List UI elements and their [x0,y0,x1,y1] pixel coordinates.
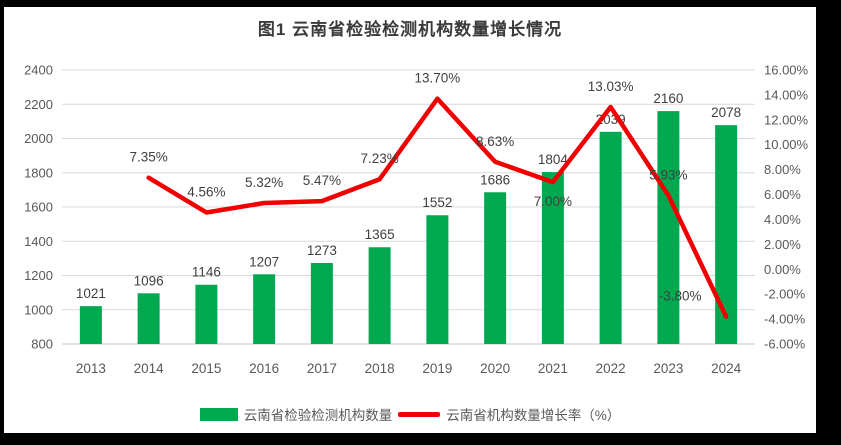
line-value-label: 4.56% [187,184,225,199]
bar-value-label: 1096 [134,273,164,288]
x-axis-tick: 2013 [76,361,106,376]
chart-legend: 云南省检验检测机构数量 云南省机构数量增长率（%） [4,404,816,424]
bar [195,284,218,344]
x-axis-tick: 2023 [653,361,683,376]
bar-value-label: 1552 [422,195,452,210]
line-value-label: 7.23% [360,151,398,166]
y-axis-left-tick: 1600 [24,200,53,215]
line-value-label: -3.80% [659,289,702,304]
legend-bar-label: 云南省检验检测机构数量 [243,408,393,423]
bar [79,306,102,344]
legend-bar-swatch-icon [199,407,238,421]
chart-title: 图1 云南省检验检测机构数量增长情况 [257,20,563,39]
y-axis-left-tick: 1400 [24,234,53,249]
bar-value-label: 1686 [480,172,510,187]
line-value-label: 5.93% [649,167,687,182]
line-value-label: 7.00% [534,194,572,209]
x-axis-tick: 2014 [134,361,165,376]
legend-line-swatch-icon [398,411,441,417]
bar-value-label: 2160 [653,91,683,106]
bar-value-label: 1021 [76,286,106,301]
x-axis-tick: 2020 [480,361,510,376]
x-axis-tick: 2017 [307,361,337,376]
bar [368,247,391,344]
line-value-label: 13.03% [588,79,634,94]
bar [426,215,449,344]
y-axis-right-tick: 12.00% [764,112,809,127]
bar [137,293,160,344]
y-axis-right-tick: 4.00% [764,212,801,227]
bar [310,262,333,344]
bar-value-label: 2078 [711,105,741,120]
bar-value-label: 1273 [307,243,337,258]
line-value-label: 13.70% [414,71,460,86]
y-axis-right-tick: -4.00% [764,312,806,327]
y-axis-left-tick: 2000 [24,131,53,146]
bar [715,125,738,344]
y-axis-right-tick: -2.00% [764,287,806,302]
bar [484,192,507,344]
y-axis-right-tick: 10.00% [764,137,809,152]
line-value-label: 8.63% [476,134,514,149]
legend-line-label: 云南省机构数量增长率（%） [446,408,621,423]
y-axis-left-tick: 2200 [24,97,53,112]
line-value-label: 5.47% [303,173,341,188]
y-axis-right-tick: 6.00% [764,187,801,202]
x-axis-tick: 2021 [538,361,568,376]
bar [253,274,276,344]
bar-value-label: 1146 [192,265,221,280]
y-axis-left-tick: 800 [31,337,53,352]
x-axis-tick: 2018 [365,361,395,376]
y-axis-left-tick: 2400 [24,63,53,78]
line-value-label: 7.35% [129,150,167,165]
x-axis-tick: 2016 [249,361,279,376]
bar [599,131,622,344]
x-axis-tick: 2024 [711,361,742,376]
line-value-label: 5.32% [245,175,283,190]
bar-value-label: 1804 [538,152,569,167]
bar-value-label: 1207 [249,254,279,269]
y-axis-left-tick: 1000 [24,302,53,317]
y-axis-right-tick: 16.00% [764,63,809,78]
y-axis-left-tick: 1800 [24,165,53,180]
bar [541,172,564,344]
x-axis-tick: 2015 [191,361,221,376]
y-axis-left-tick: 1200 [24,268,53,283]
x-axis-tick: 2022 [596,361,626,376]
y-axis-right-tick: 8.00% [764,162,801,177]
y-axis-right-tick: 14.00% [764,87,809,102]
bar-value-label: 1365 [365,227,395,242]
y-axis-right-tick: -6.00% [764,337,806,352]
bar [657,111,680,344]
y-axis-right-tick: 2.00% [764,237,801,252]
growth-line [146,96,729,319]
combo-chart: 2400 2200 2000 1800 1600 1400 1200 1000 800 16.00… [24,63,809,377]
chart-panel: 图1 云南省检验检测机构数量增长情况 2400 2200 2000 1800 1600 1… [4,7,816,433]
y-axis-right-tick: 0.00% [764,262,801,277]
x-axis-tick: 2019 [422,361,452,376]
